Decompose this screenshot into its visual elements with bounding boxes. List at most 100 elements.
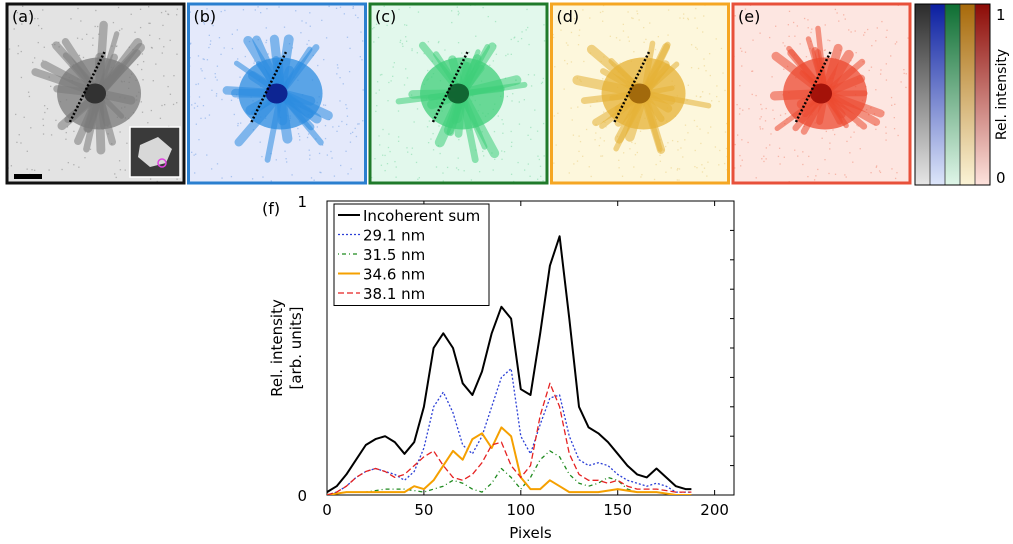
colorbar-column — [960, 4, 975, 185]
noise-speck — [853, 131, 855, 133]
noise-speck — [696, 167, 698, 169]
noise-speck — [645, 38, 647, 41]
noise-speck — [747, 141, 749, 144]
noise-speck — [15, 113, 17, 116]
noise-speck — [319, 171, 321, 173]
noise-speck — [82, 56, 85, 59]
noise-speck — [900, 81, 902, 83]
noise-speck — [528, 43, 530, 46]
noise-speck — [667, 9, 670, 11]
noise-speck — [142, 79, 144, 81]
noise-speck — [30, 127, 32, 129]
noise-speck — [347, 173, 349, 175]
noise-speck — [696, 27, 698, 29]
noise-speck — [374, 158, 376, 160]
noise-speck — [377, 36, 380, 39]
noise-speck — [161, 52, 163, 54]
noise-speck — [510, 173, 513, 175]
noise-speck — [719, 149, 721, 152]
noise-speck — [694, 149, 696, 152]
noise-speck — [337, 67, 339, 69]
noise-speck — [398, 8, 400, 11]
noise-speck — [503, 151, 506, 153]
noise-speck — [376, 105, 378, 107]
noise-speck — [677, 149, 679, 151]
noise-speck — [55, 119, 57, 122]
noise-speck — [354, 14, 357, 16]
noise-speck — [376, 81, 379, 83]
noise-speck — [149, 22, 151, 25]
noise-speck — [214, 73, 216, 75]
noise-speck — [716, 95, 718, 98]
noise-speck — [458, 12, 460, 14]
noise-speck — [825, 130, 827, 133]
noise-speck — [310, 177, 313, 179]
noise-speck — [517, 161, 519, 164]
noise-speck — [26, 168, 28, 170]
noise-speck — [393, 62, 395, 64]
noise-speck — [10, 165, 13, 167]
noise-speck — [739, 107, 741, 110]
noise-speck — [210, 19, 212, 22]
colorbar: 1 0 Rel. intensity — [914, 3, 1010, 187]
noise-speck — [405, 68, 407, 70]
noise-speck — [640, 176, 642, 178]
noise-speck — [855, 51, 857, 54]
noise-speck — [792, 21, 795, 24]
noise-speck — [536, 178, 539, 180]
noise-speck — [215, 93, 218, 95]
noise-speck — [176, 178, 178, 180]
noise-speck — [779, 163, 781, 165]
noise-speck — [693, 119, 696, 122]
scale-bar — [14, 174, 42, 179]
noise-speck — [517, 40, 519, 43]
noise-speck — [259, 141, 261, 143]
noise-speck — [890, 55, 892, 57]
noise-speck — [527, 163, 529, 165]
noise-speck — [478, 171, 481, 173]
noise-speck — [565, 42, 568, 44]
noise-speck — [530, 138, 532, 140]
noise-speck — [783, 156, 785, 158]
noise-speck — [28, 95, 31, 98]
x-tick-label: 150 — [603, 501, 632, 519]
noise-speck — [417, 178, 419, 180]
noise-speck — [594, 139, 596, 141]
noise-speck — [711, 100, 713, 102]
noise-speck — [845, 176, 847, 178]
noise-speck — [560, 29, 562, 31]
noise-speck — [741, 65, 743, 67]
noise-speck — [834, 8, 837, 11]
noise-speck — [683, 13, 685, 15]
noise-speck — [638, 19, 640, 21]
noise-speck — [308, 39, 310, 42]
noise-speck — [148, 22, 150, 24]
noise-speck — [487, 15, 489, 18]
noise-speck — [65, 131, 67, 134]
noise-speck — [856, 124, 858, 126]
panel-border — [731, 2, 912, 185]
noise-speck — [682, 156, 684, 158]
noise-speck — [824, 24, 826, 26]
noise-speck — [361, 59, 363, 61]
noise-speck — [482, 6, 484, 9]
line-cut — [68, 50, 107, 123]
x-tick-label: 100 — [506, 501, 535, 519]
noise-speck — [583, 60, 585, 63]
noise-speck — [38, 24, 40, 27]
noise-speck — [755, 94, 757, 97]
noise-speck — [578, 29, 581, 31]
noise-speck — [73, 164, 75, 166]
noise-speck — [687, 132, 689, 134]
noise-speck — [119, 131, 121, 133]
noise-speck — [295, 10, 297, 12]
noise-speck — [870, 66, 873, 68]
noise-speck — [432, 132, 434, 135]
noise-speck — [796, 25, 799, 27]
noise-speck — [348, 70, 351, 73]
noise-speck — [707, 161, 709, 163]
noise-speck — [141, 53, 144, 55]
panel-label: (c) — [375, 7, 396, 26]
noise-speck — [89, 148, 92, 150]
noise-speck — [527, 134, 529, 136]
